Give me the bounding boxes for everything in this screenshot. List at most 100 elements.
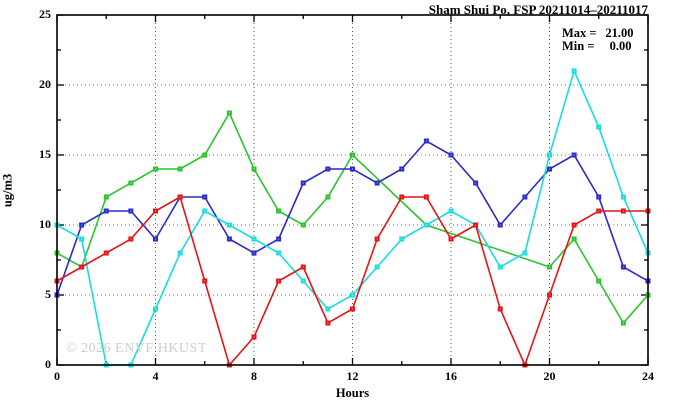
x-tick-label: 4 [152, 369, 159, 383]
red-line-marker-dot [549, 294, 550, 296]
blue-line-marker-dot [302, 182, 304, 184]
minmax-legend: Max = 21.00 Min = 0.00 [562, 27, 634, 53]
y-axis-title: ug/m3 [0, 173, 15, 208]
cyan-line-marker-dot [204, 210, 206, 212]
cyan-line-marker-dot [352, 294, 353, 296]
green-line-marker-dot [253, 168, 255, 170]
x-axis-title: Hours [335, 386, 370, 400]
y-tick-label: 20 [39, 77, 51, 91]
cyan-line-marker-dot [327, 308, 329, 310]
y-tick-label: 5 [45, 287, 51, 301]
max-label: Max = [562, 26, 597, 40]
red-line-marker-dot [598, 210, 600, 212]
blue-line-marker-dot [228, 238, 230, 240]
green-line-marker-dot [179, 168, 181, 170]
red-line-marker-dot [622, 210, 624, 212]
green-line-marker-dot [549, 266, 550, 268]
cyan-line-marker-dot [499, 266, 501, 268]
cyan-line-marker-dot [253, 238, 255, 240]
red-line-marker-dot [155, 210, 156, 212]
max-row: Max = 21.00 [562, 27, 634, 40]
green-line-marker-dot [228, 112, 230, 114]
blue-line-marker-dot [475, 182, 477, 184]
blue-line-marker-dot [278, 238, 280, 240]
blue-line-marker-dot [401, 168, 403, 170]
green-line-marker-dot [352, 154, 353, 156]
cyan-line-marker-dot [622, 196, 624, 198]
y-tick-label: 15 [39, 147, 51, 161]
blue-line-marker-dot [524, 196, 526, 198]
blue-line-marker-dot [573, 154, 575, 156]
cyan-line-marker-dot [573, 70, 575, 72]
cyan-line-marker-dot [155, 308, 156, 310]
red-line-marker-dot [81, 266, 83, 268]
green-line-marker-dot [302, 224, 304, 226]
blue-line-marker-dot [352, 168, 353, 170]
blue-line-marker-dot [622, 266, 624, 268]
blue-line-marker-dot [450, 154, 452, 156]
red-line-marker-dot [327, 322, 329, 324]
cyan-line-marker-dot [450, 210, 452, 212]
min-label: Min = [562, 39, 595, 53]
blue-line-marker-dot [155, 238, 156, 240]
chart-title: Sham Shui Po, FSP 20211014–20211017 [428, 2, 648, 17]
cyan-line-marker-dot [81, 238, 83, 240]
red-line-marker-dot [204, 280, 206, 282]
y-tick-label: 10 [39, 217, 51, 231]
cyan-line-marker-dot [179, 252, 181, 254]
blue-line-marker-dot [598, 196, 600, 198]
blue-line-marker-dot [376, 182, 378, 184]
blue-line-marker-dot [253, 252, 255, 254]
cyan-line-marker-dot [278, 252, 280, 254]
blue-line-marker-dot [425, 140, 427, 142]
green-line-marker-dot [155, 168, 156, 170]
x-tick-label: 24 [642, 369, 654, 383]
min-row: Min = 0.00 [562, 40, 634, 53]
red-line-marker-dot [302, 266, 304, 268]
cyan-line-marker-dot [598, 126, 600, 128]
red-line-marker-dot [253, 336, 255, 338]
blue-line-marker-dot [549, 168, 550, 170]
green-line-marker-dot [573, 238, 575, 240]
x-tick-label: 8 [251, 369, 257, 383]
x-tick-label: 0 [54, 369, 60, 383]
x-tick-label: 12 [346, 369, 359, 383]
red-line-marker-dot [278, 280, 280, 282]
blue-line-marker-dot [81, 224, 83, 226]
green-line-marker-dot [130, 182, 132, 184]
blue-line-marker-dot [499, 224, 501, 226]
green-line-marker-dot [204, 154, 206, 156]
red-line-marker-dot [179, 196, 181, 198]
y-tick-label: 0 [45, 357, 51, 371]
cyan-line-marker-dot [228, 224, 230, 226]
green-line-marker-dot [622, 322, 624, 324]
red-line-marker-dot [475, 224, 477, 226]
plot-border [56, 14, 649, 366]
min-value: 0.00 [609, 39, 632, 53]
cyan-line-marker-dot [549, 154, 550, 156]
blue-line-marker-dot [130, 210, 132, 212]
red-line-marker-dot [573, 224, 575, 226]
red-line-marker-dot [499, 308, 501, 310]
cyan-line-marker-dot [425, 224, 427, 226]
green-line-marker-dot [105, 196, 107, 198]
cyan-line-marker-dot [376, 266, 378, 268]
x-tick-label: 20 [543, 369, 556, 383]
red-line-marker-dot [425, 196, 427, 198]
red-line-marker-dot [376, 238, 378, 240]
x-tick-label: 16 [445, 369, 457, 383]
green-line-marker-dot [278, 210, 280, 212]
red-line-marker-dot [352, 308, 353, 310]
red-line-marker-dot [401, 196, 403, 198]
green-line-marker-dot [598, 280, 600, 282]
cyan-line-marker-dot [524, 252, 526, 254]
cyan-line-marker-dot [401, 238, 403, 240]
watermark: © 2026 ENVF HKUST [66, 341, 207, 356]
blue-line-marker-dot [204, 196, 206, 198]
red-line-marker-dot [450, 238, 452, 240]
blue-line-marker-dot [327, 168, 329, 170]
red-line-marker-dot [130, 238, 132, 240]
cyan-line-marker-dot [302, 280, 304, 282]
